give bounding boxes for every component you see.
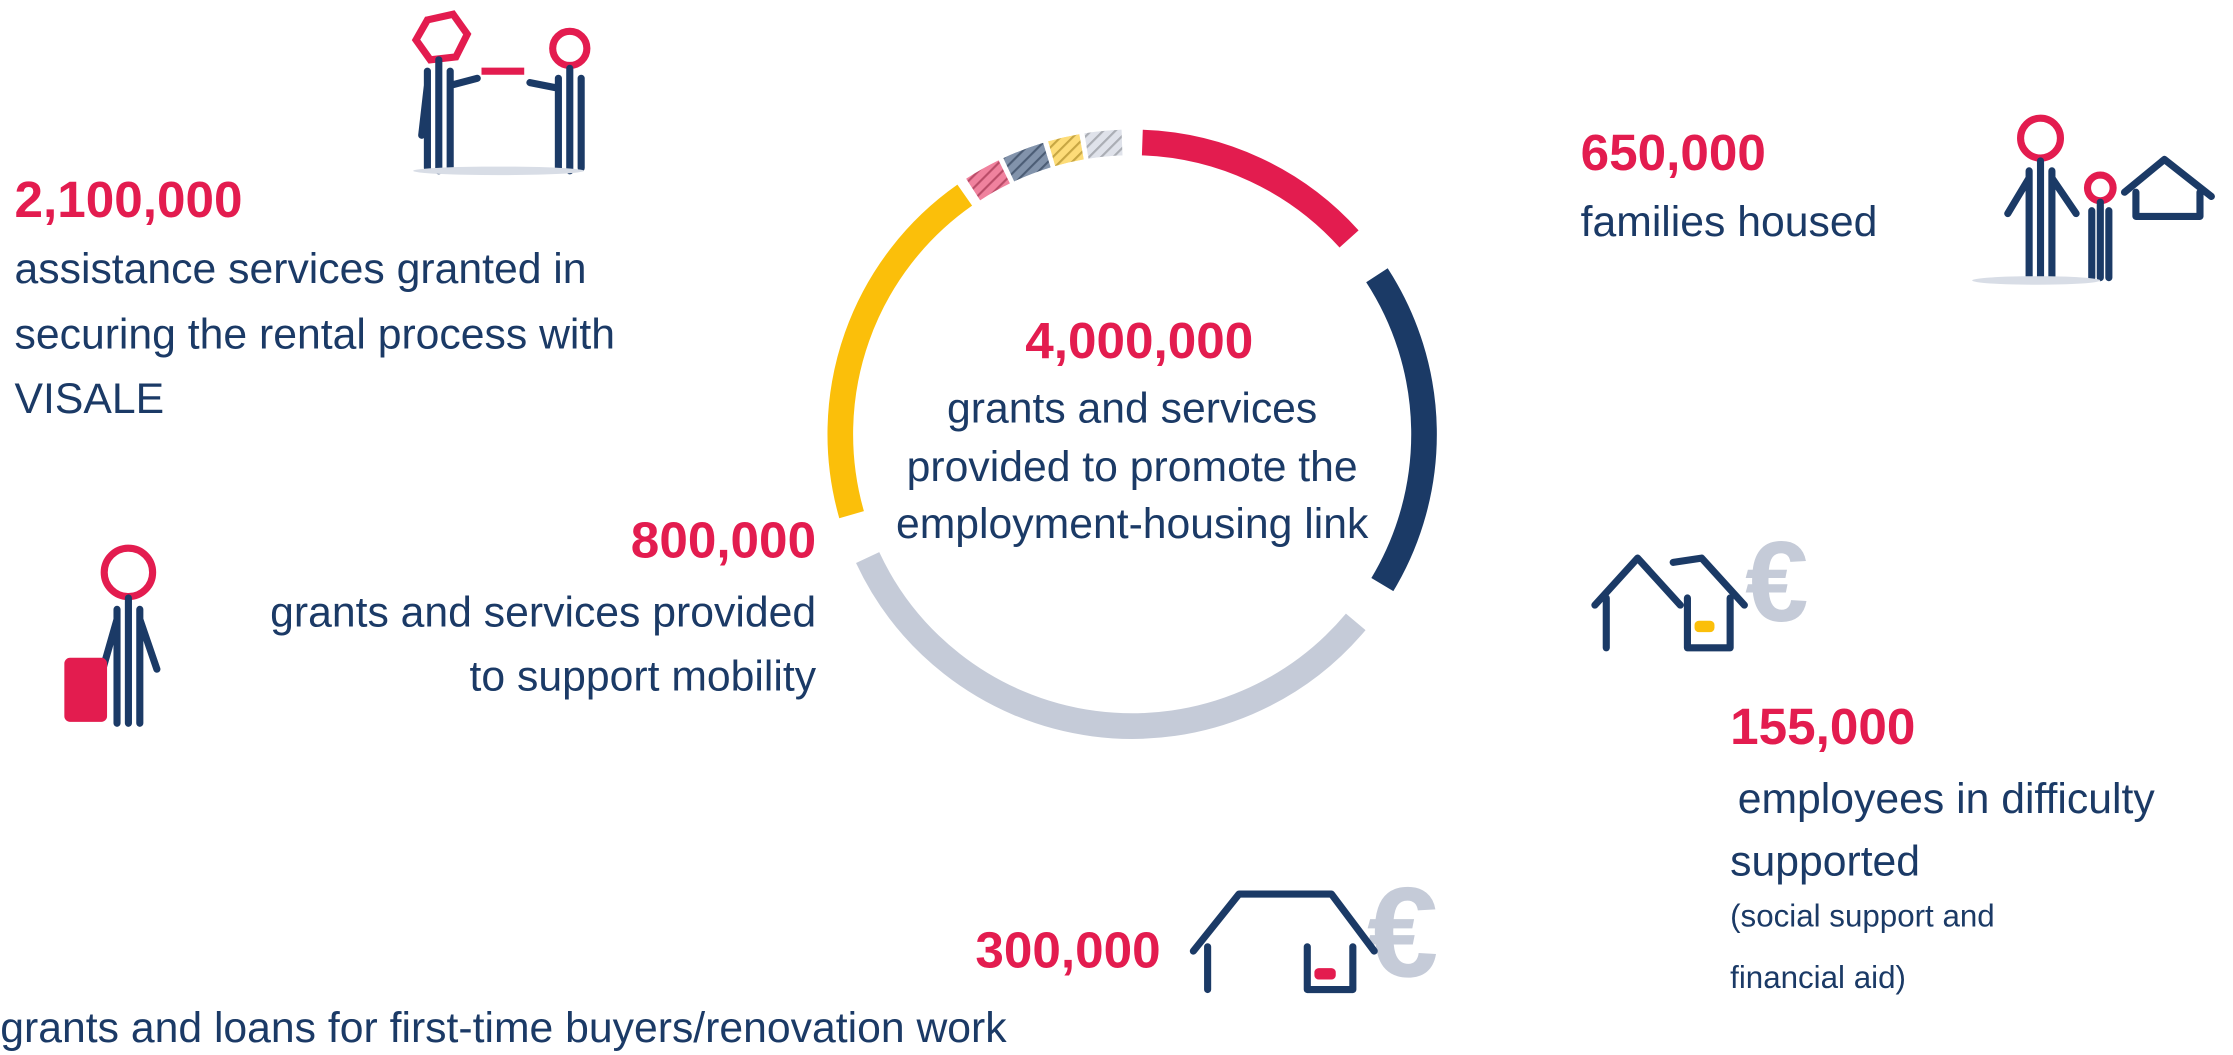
center-value: 4,000,000 bbox=[1025, 312, 1253, 369]
stat-text: supported bbox=[1730, 837, 1920, 885]
ring-segment bbox=[1377, 275, 1424, 584]
ring-segment bbox=[1052, 147, 1082, 154]
stat-text: families housed bbox=[1581, 198, 1878, 246]
center-text: provided to promote the bbox=[907, 443, 1358, 491]
stat-value: 155,000 bbox=[1730, 698, 1915, 755]
stat-text: grants and services provided bbox=[270, 588, 816, 636]
ring-segment bbox=[1009, 155, 1047, 170]
ring-segment bbox=[1142, 143, 1349, 239]
stat-text: employees in difficulty bbox=[1726, 775, 2155, 823]
stat-note: financial aid) bbox=[1730, 960, 1906, 995]
center-text: grants and services bbox=[947, 385, 1317, 433]
stat-value: 300,000 bbox=[975, 921, 1160, 978]
infographic: 4,000,000 grants and services provided t… bbox=[0, 0, 2233, 1055]
stat-text: assistance services granted in bbox=[15, 245, 587, 293]
stat-value: 2,100,000 bbox=[15, 171, 243, 228]
icon-key-handover bbox=[413, 14, 587, 175]
stat-text: securing the rental process with bbox=[15, 311, 616, 359]
icon-traveller bbox=[64, 548, 157, 723]
svg-text:€: € bbox=[1745, 519, 1808, 646]
stat-text: VISALE bbox=[15, 375, 165, 423]
stat-text: to support mobility bbox=[470, 652, 817, 700]
icon-house-euro: € bbox=[1595, 519, 1809, 648]
icon-house-euro-buyers: € bbox=[1193, 861, 1438, 1004]
stat-text: grants and loans for first-time buyers/r… bbox=[0, 1004, 1007, 1052]
ring-segment bbox=[868, 558, 1356, 727]
ring-segment bbox=[1087, 143, 1122, 146]
ring bbox=[840, 143, 1424, 727]
icon-family-house bbox=[1972, 118, 2211, 285]
stat-value: 800,000 bbox=[631, 511, 816, 568]
page: 4,000,000 grants and services provided t… bbox=[0, 0, 2233, 1055]
stat-note: (social support and bbox=[1730, 899, 1995, 934]
stat-value: 650,000 bbox=[1581, 124, 1766, 181]
svg-text:€: € bbox=[1367, 861, 1438, 1004]
ring-segment bbox=[973, 172, 1004, 190]
center-text: employment-housing link bbox=[896, 500, 1369, 548]
